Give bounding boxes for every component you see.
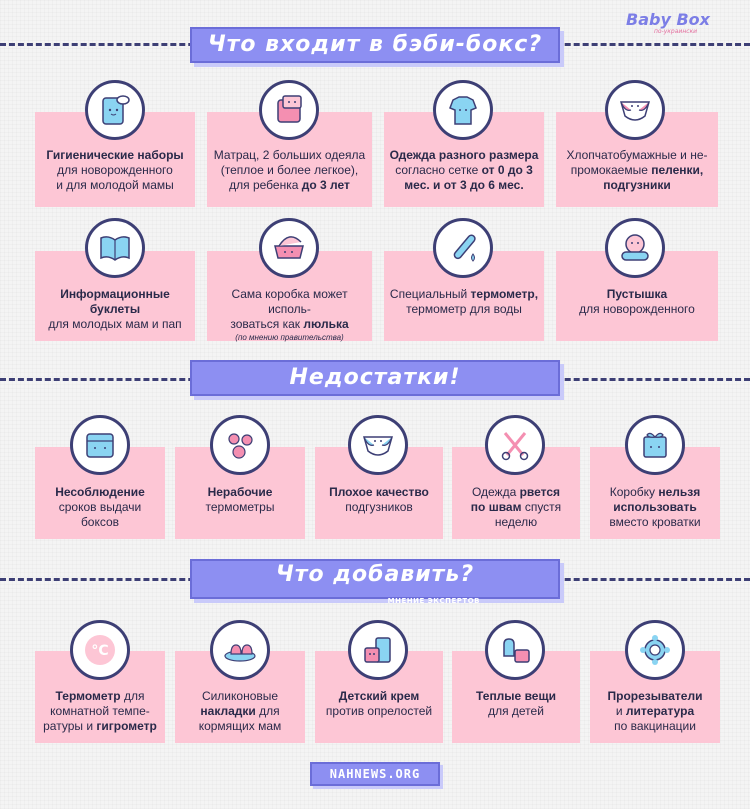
- pacifier-icon: [605, 218, 665, 278]
- brand-name: Baby Box: [626, 10, 710, 29]
- blanket-icon: [259, 80, 319, 140]
- scissors-icon: [485, 415, 545, 475]
- bodysuit-icon: [433, 80, 493, 140]
- item-cream: Детский крем против опрелостей: [315, 651, 443, 743]
- item-tear: Одежда рвется по швам спустя неделю: [452, 447, 580, 539]
- section-title-contents: Что входит в бэби-бокс?: [190, 27, 560, 63]
- brand-tagline: по-украински: [654, 28, 698, 35]
- brand-logo: Baby Box по-украински: [626, 10, 726, 35]
- cradle-icon: [259, 218, 319, 278]
- source-link[interactable]: NAHNEWS.ORG: [310, 762, 440, 786]
- cream-icon: [348, 620, 408, 680]
- calendar-icon: [70, 415, 130, 475]
- svg-text:°C: °C: [91, 643, 108, 659]
- section-subtitle: МНЕНИЕ ЭКСПЕРТОВ: [387, 597, 480, 605]
- gift-box-icon: [625, 415, 685, 475]
- celsius-icon: °C: [70, 620, 130, 680]
- mittens-icon: [485, 620, 545, 680]
- teether-icon: [625, 620, 685, 680]
- toilet-paper-icon: [85, 80, 145, 140]
- section-title-drawbacks: Недостатки!: [190, 360, 560, 396]
- item-clothes: Одежда разного размера согласно сетке от…: [384, 112, 544, 207]
- diaper-icon: [348, 415, 408, 475]
- flower-icon: [210, 415, 270, 475]
- section-title-additions: Что добавить? МНЕНИЕ ЭКСПЕРТОВ: [190, 559, 560, 605]
- item-teethers: Прорезыватели и литература по вакцинации: [590, 651, 720, 743]
- thermometer-icon: [433, 218, 493, 278]
- nipple-pads-icon: [210, 620, 270, 680]
- book-icon: [85, 218, 145, 278]
- diaper-icon: [605, 80, 665, 140]
